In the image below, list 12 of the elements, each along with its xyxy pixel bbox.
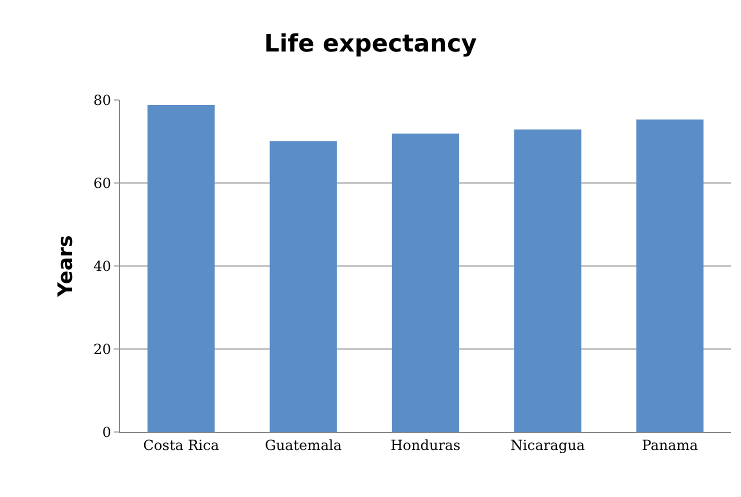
y-tick-label: 40	[93, 258, 112, 275]
x-tick-label: Nicaragua	[510, 438, 585, 454]
x-tick-label: Guatemala	[264, 438, 342, 454]
y-tick-label: 60	[93, 176, 112, 192]
x-tick-label: Panama	[642, 438, 698, 454]
x-tick-label: Costa Rica	[143, 438, 220, 454]
y-tick-label: 80	[93, 92, 112, 109]
y-axis-title: Years	[52, 235, 77, 298]
x-tick-label: Honduras	[390, 438, 460, 454]
chart-title: Life expectancy	[264, 30, 478, 58]
y-tick-label: 20	[93, 342, 112, 358]
y-tick-label: 0	[102, 424, 112, 441]
